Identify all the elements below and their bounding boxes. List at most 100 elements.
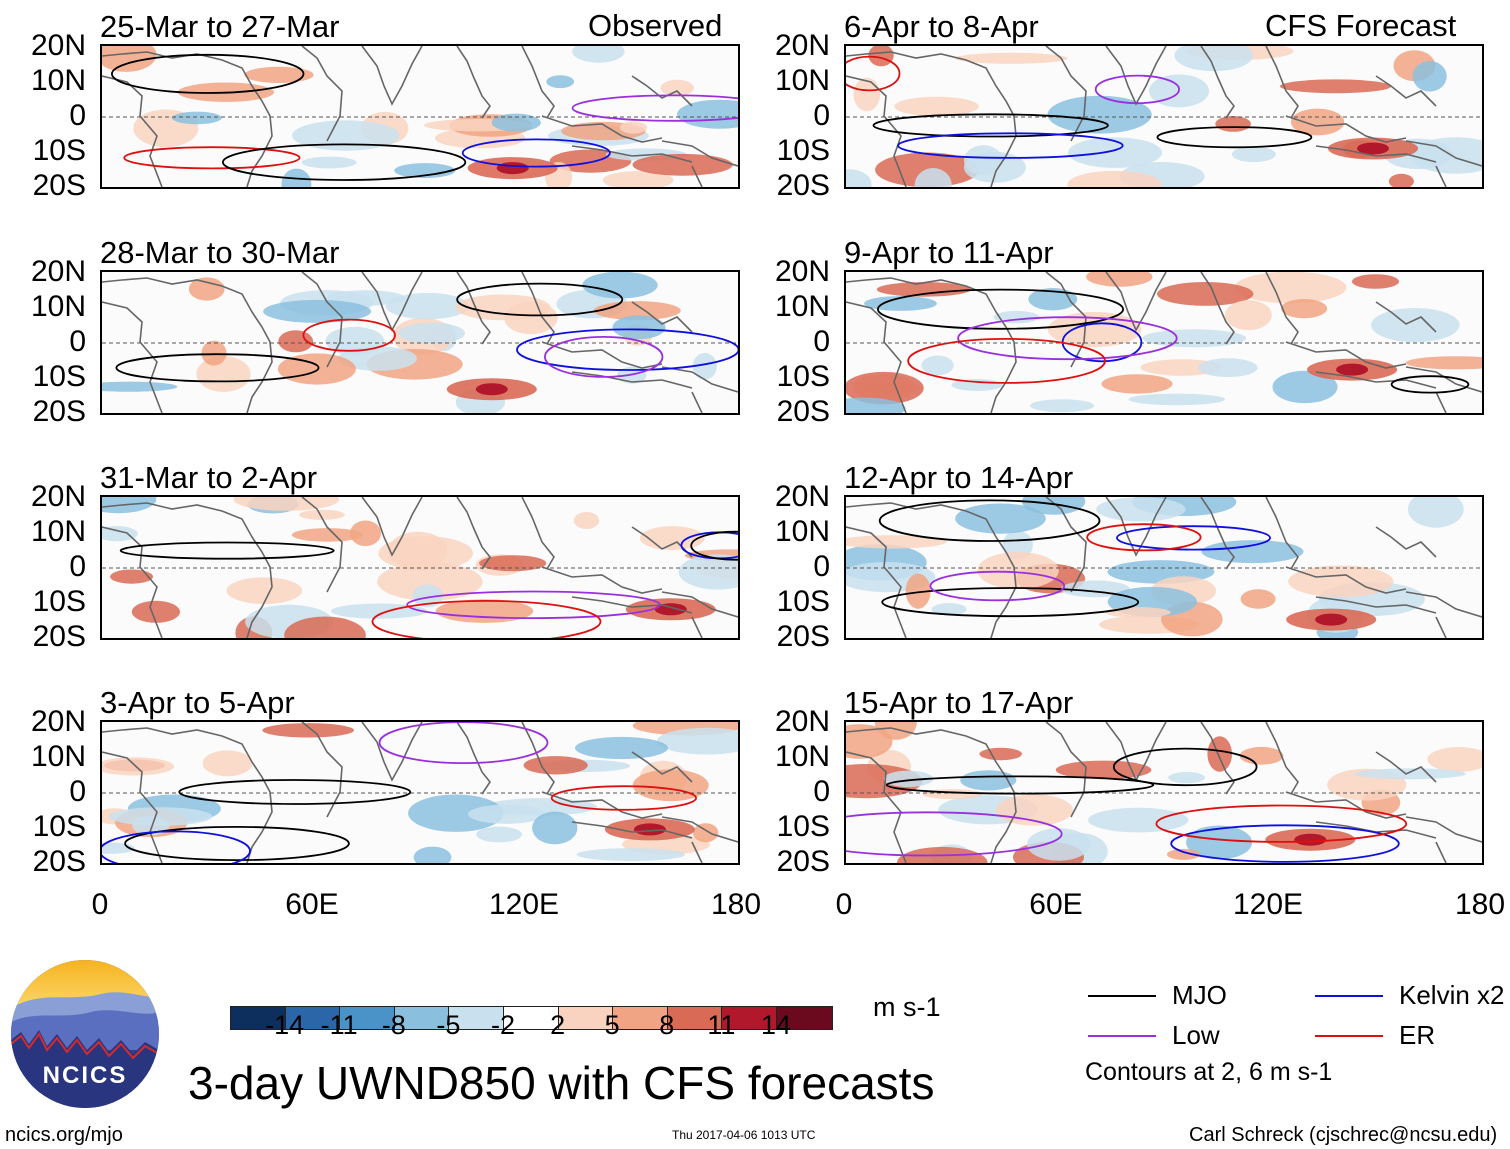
coastline (1285, 791, 1407, 819)
anomaly-shading (1157, 282, 1254, 306)
latitude-label: 20N (774, 480, 830, 513)
anomaly-shading (1047, 95, 1152, 134)
latitude-label: 10N (774, 290, 830, 323)
coastline (1105, 497, 1167, 557)
wave-contour (1112, 747, 1258, 787)
anomaly-shading (1355, 768, 1466, 780)
latitude-label: 0 (69, 550, 86, 583)
panel-title: 15-Apr to 17-Apr (844, 685, 1074, 720)
anomaly-shading (435, 599, 534, 623)
main-title: 3-day UWND850 with CFS forecasts (188, 1057, 935, 1109)
anomaly-shading (1022, 497, 1086, 515)
coastline (301, 46, 343, 142)
coastline (1285, 341, 1407, 369)
colorbar-tick: -14 (265, 1010, 305, 1040)
wave-contour (690, 530, 738, 561)
anomaly-shading (1101, 374, 1173, 394)
coastline (456, 46, 491, 119)
panel-title: 9-Apr to 11-Apr (844, 235, 1054, 270)
wave-contour (123, 146, 301, 170)
anomaly-shading (202, 750, 253, 777)
wave-contour (544, 336, 664, 378)
anomaly-shading (171, 111, 222, 125)
coastline (1265, 46, 1299, 119)
anomaly-shading (640, 526, 705, 551)
wave-contour (907, 338, 1107, 384)
coastline (846, 75, 907, 187)
anomaly-shading (504, 301, 558, 335)
map-field (102, 46, 738, 187)
coastline (846, 727, 1017, 863)
longitude-label: 180 (710, 888, 762, 921)
anomaly-shading (546, 75, 575, 89)
anomaly-shading (1055, 760, 1152, 780)
colorbar-tick: -5 (436, 1010, 461, 1040)
anomaly-shading (491, 113, 541, 132)
anomaly-shading (1351, 274, 1400, 289)
wave-contour (110, 53, 305, 94)
anomaly-shading (921, 355, 954, 376)
longitude-label: 120E (488, 888, 560, 921)
latitude-label: 0 (69, 99, 86, 132)
colorbar-swatch (721, 1006, 777, 1030)
anomaly-shading (1240, 589, 1276, 609)
anomaly-shading (632, 769, 709, 802)
coastline (301, 722, 343, 818)
coastline (456, 497, 491, 570)
coastline (1200, 497, 1235, 570)
latitude-label: 0 (813, 775, 830, 808)
coastline (541, 566, 663, 594)
coastline (1105, 272, 1167, 332)
anomaly-shading (1294, 833, 1327, 846)
contour-note: Contours at 2, 6 m s-1 (1085, 1058, 1333, 1086)
coastline (1405, 591, 1482, 618)
anomaly-shading (846, 535, 947, 549)
legend-label: Kelvin x2 (1399, 980, 1505, 1010)
anomaly-shading (1105, 607, 1171, 618)
wave-contour (222, 143, 467, 181)
anomaly-shading (619, 121, 648, 134)
colorbar-tick: 11 (707, 1010, 736, 1040)
footer-link[interactable]: ncics.org/mjo (5, 1124, 123, 1146)
wave-contour (571, 94, 738, 122)
legend-line (1088, 995, 1156, 997)
anomaly-shading (612, 315, 666, 340)
coastline (1375, 751, 1437, 783)
anomaly-shading (1234, 272, 1347, 304)
anomaly-shading (960, 770, 1017, 791)
anomaly-shading (660, 79, 694, 97)
anomaly-shading (350, 520, 381, 547)
anomaly-shading (1281, 299, 1328, 319)
anomaly-shading (102, 757, 174, 776)
wave-contour (1170, 824, 1400, 863)
anomaly-shading (523, 756, 588, 775)
map-area (844, 495, 1484, 640)
coastline (102, 75, 163, 187)
anomaly-shading (412, 584, 444, 608)
latitude-label: 10N (774, 64, 830, 97)
latitude-label: 10S (32, 134, 86, 167)
anomaly-shading (1088, 807, 1189, 833)
coastline (846, 301, 907, 413)
colorbar-swatch (448, 1006, 504, 1030)
wave-contour (378, 722, 549, 764)
anomaly-shading (1409, 137, 1482, 174)
anomaly-shading (388, 531, 448, 570)
anomaly-shading (1128, 393, 1225, 406)
anomaly-shading (479, 555, 547, 572)
panel-title: 31-Mar to 2-Apr (100, 460, 318, 495)
anomaly-shading (894, 96, 979, 117)
coastline (571, 821, 693, 839)
wave-contour (846, 55, 901, 92)
latitude-label: 20N (774, 29, 830, 62)
anomaly-shading (188, 277, 225, 301)
coastline (846, 502, 1017, 638)
anomaly-shading (692, 352, 717, 380)
anomaly-shading (1412, 61, 1447, 92)
anomaly-shading (1290, 108, 1345, 136)
colorbar-tick: 14 (760, 1010, 792, 1040)
anomaly-shading (955, 52, 1068, 64)
coastline (521, 272, 555, 345)
wave-contour (115, 353, 320, 383)
latitude-label: 0 (813, 325, 830, 358)
